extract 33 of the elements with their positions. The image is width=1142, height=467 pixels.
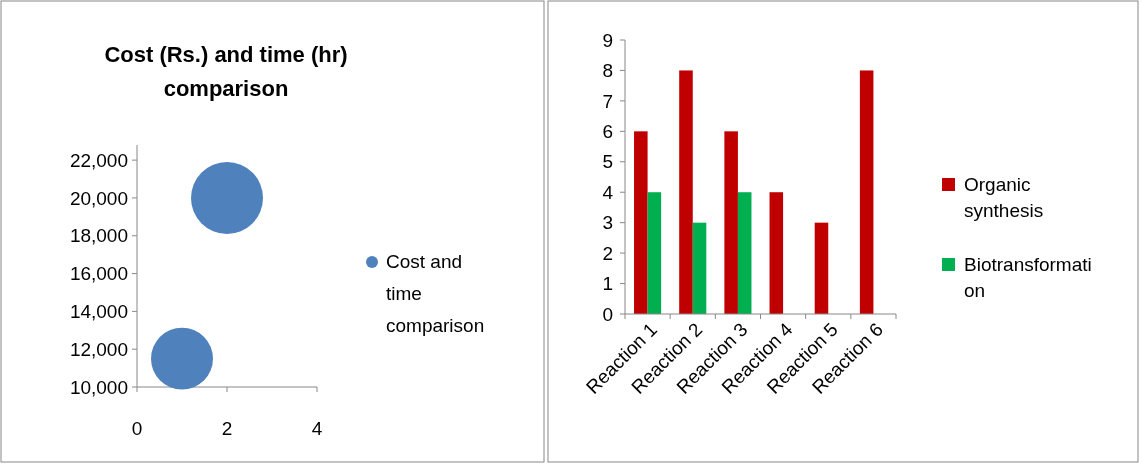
x-tick-label: 0: [131, 418, 143, 439]
legend-label: Organic synthesis: [964, 174, 1044, 221]
y-tick-label: 8: [602, 60, 613, 82]
y-tick-label: 4: [602, 181, 614, 203]
y-tick-label: 7: [602, 90, 613, 112]
y-tick-label: 16,000: [69, 263, 128, 285]
bar: [814, 222, 829, 314]
legend-label: Biotransformation: [964, 254, 1092, 301]
bar: [724, 131, 738, 314]
x-tick-label: 2: [221, 418, 233, 439]
bar: [647, 192, 662, 314]
bar: [859, 70, 874, 314]
y-tick-label: 10,000: [69, 376, 128, 398]
y-tick-label: 18,000: [69, 225, 128, 247]
bar: [692, 222, 707, 314]
y-tick-label: 9: [602, 29, 613, 51]
legend-label: Cost and time comparison: [386, 251, 485, 336]
bar: [679, 70, 693, 314]
y-tick-label: 12,000: [69, 338, 128, 360]
y-tick-label: 2: [602, 242, 613, 264]
x-tick-label: 4: [311, 418, 323, 439]
y-tick-label: 20,000: [69, 187, 128, 209]
chart-title: Cost (Rs.) and time (hr) comparison: [104, 42, 348, 101]
y-tick-label: 22,000: [69, 149, 128, 171]
bar: [634, 131, 648, 314]
bar: [737, 192, 752, 314]
y-tick-label: 3: [602, 212, 613, 234]
bar: [769, 192, 784, 314]
y-tick-label: 1: [602, 273, 613, 295]
y-tick-label: 14,000: [69, 301, 128, 323]
y-tick-label: 5: [602, 151, 613, 173]
y-tick-label: 0: [602, 303, 613, 325]
y-tick-label: 6: [602, 120, 613, 142]
